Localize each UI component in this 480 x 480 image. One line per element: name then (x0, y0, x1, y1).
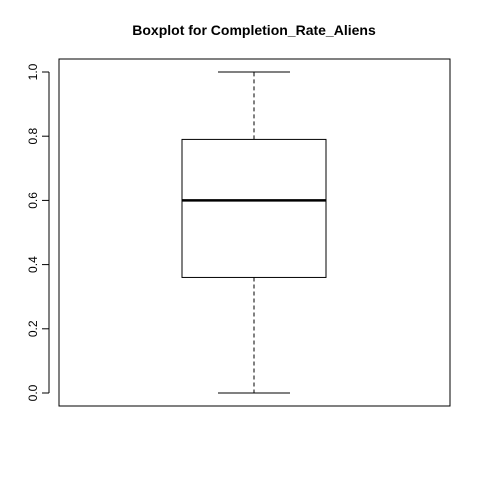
iqr-box (181, 138, 327, 278)
y-tick-label: 0.6 (26, 192, 40, 209)
y-tick-label: 0.0 (26, 384, 40, 401)
y-tick-label: 0.4 (26, 256, 40, 273)
y-tick-label: 1.0 (26, 63, 40, 80)
y-tick-label: 0.2 (26, 320, 40, 337)
y-tick-label: 0.8 (26, 128, 40, 145)
box-group (181, 71, 327, 394)
plot-frame (58, 58, 451, 407)
y-axis: 0.0 0.2 0.4 0.6 0.8 1.0 (26, 63, 50, 401)
chart-title: Boxplot for Completion_Rate_Aliens (132, 22, 376, 38)
